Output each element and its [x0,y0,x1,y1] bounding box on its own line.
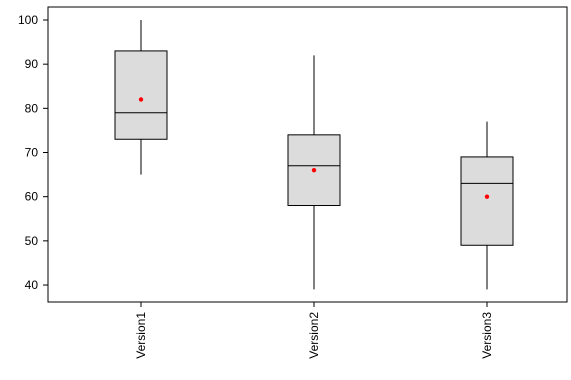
y-tick-label: 80 [25,101,39,115]
x-axis: Version1 Version2 Version3 [134,302,494,359]
y-tick-label: 70 [25,146,39,160]
iqr-box [460,156,514,246]
y-tick-label: 40 [25,278,39,292]
mean-marker [311,167,317,173]
y-axis: 100 90 80 70 60 50 40 [18,13,48,292]
iqr-box [114,50,168,140]
boxes [114,20,514,290]
box-version1 [114,20,168,175]
mean-marker [484,194,490,199]
y-tick-label: 100 [18,13,38,27]
y-tick-label: 50 [25,234,39,248]
y-tick-label: 90 [25,57,39,71]
box-version2 [287,55,341,290]
x-tick-label: Version2 [307,312,321,359]
box-version3 [460,121,514,290]
x-tick-label: Version3 [480,312,494,359]
plot-frame [47,6,568,303]
mean-marker [138,97,144,102]
y-tick-label: 60 [25,190,39,204]
x-tick-label: Version1 [134,312,148,359]
